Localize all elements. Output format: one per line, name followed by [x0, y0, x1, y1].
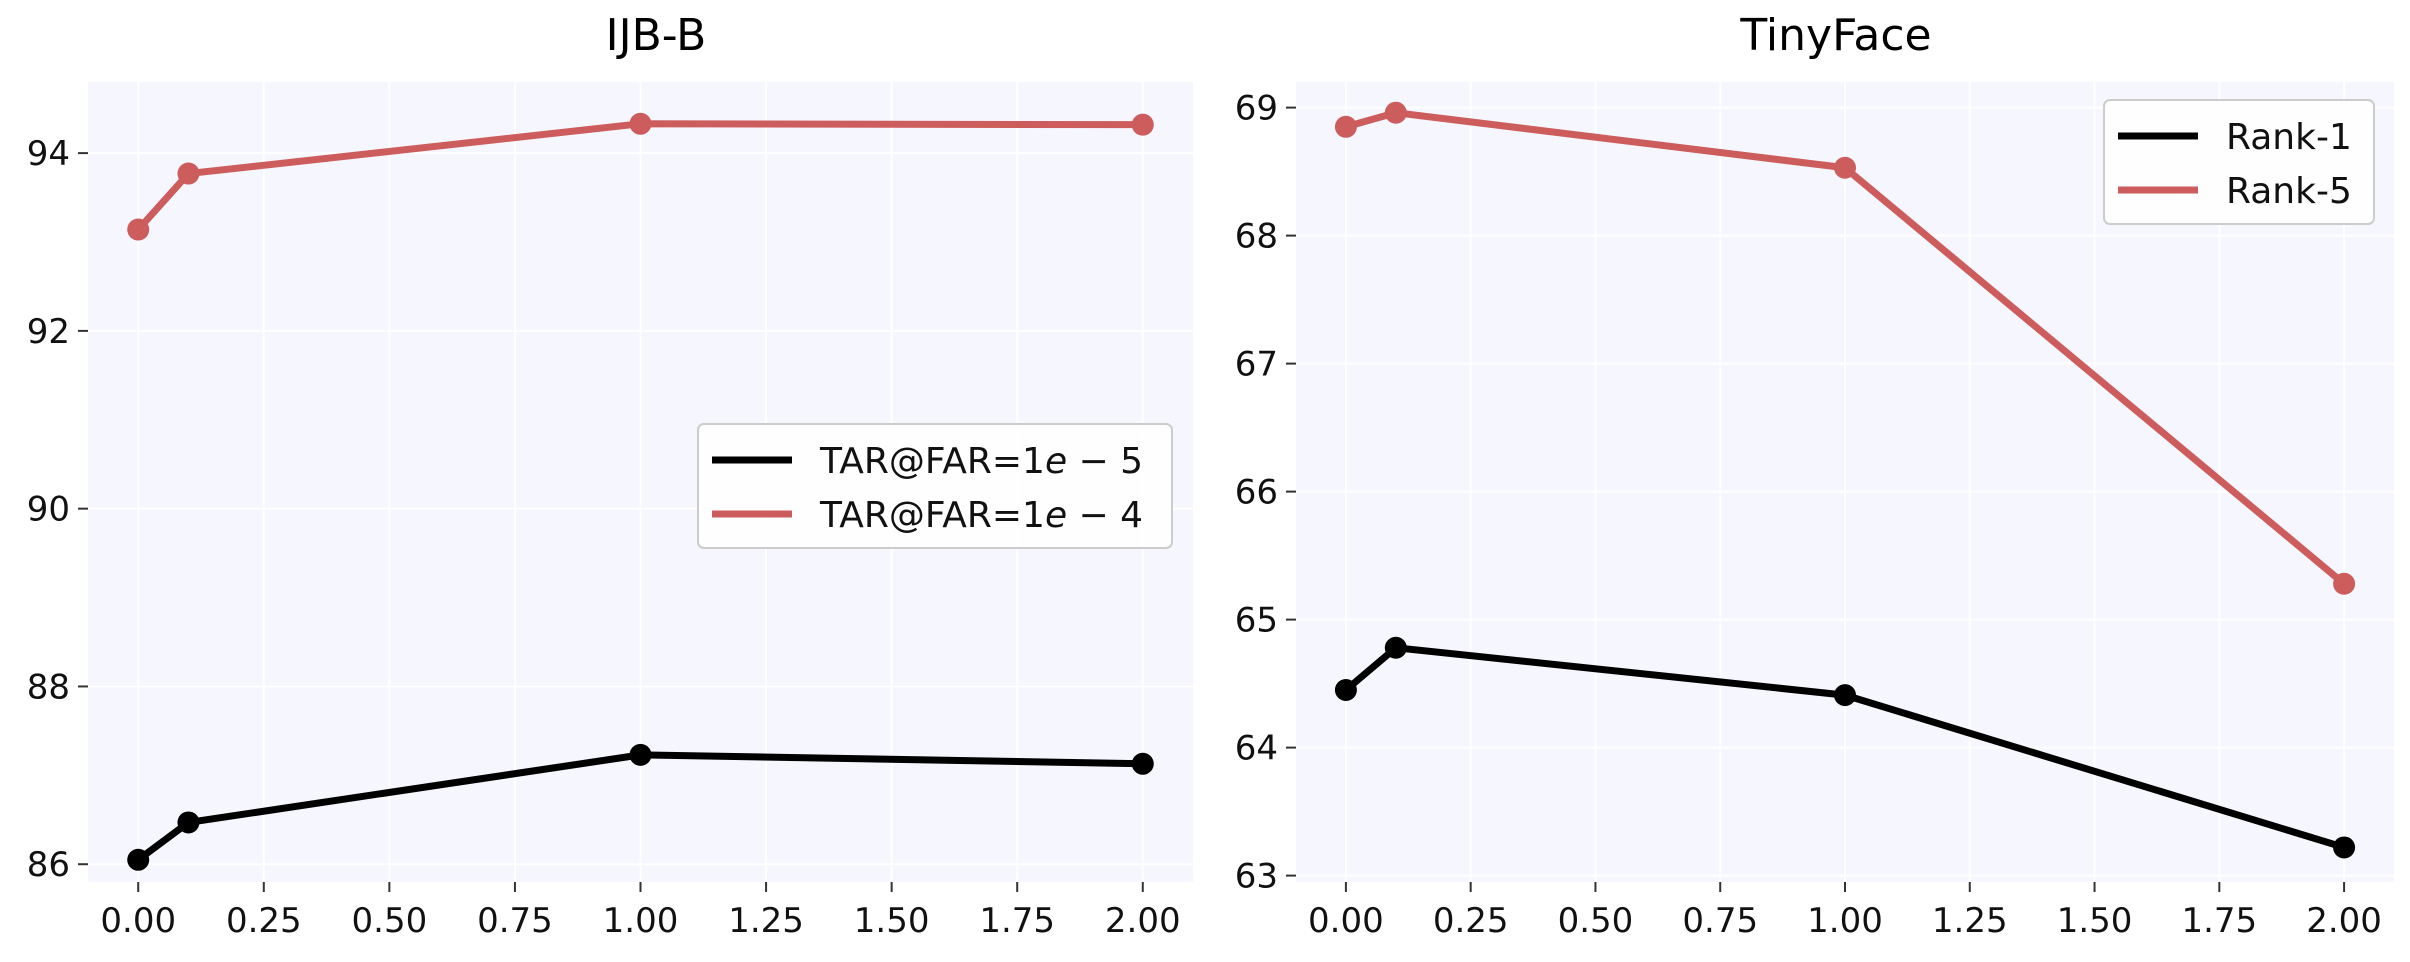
x-tick-label: 1.00: [1807, 901, 1883, 941]
data-point: [127, 848, 150, 871]
series-line: [135, 120, 1143, 232]
legend-label: Rank-1: [2226, 117, 2352, 158]
series-tar-far-1e-5: [127, 743, 1154, 871]
y-tick-label: 64: [1235, 729, 1278, 769]
data-point: [1131, 752, 1154, 775]
y-tick-label: 90: [27, 490, 70, 530]
y-tick-label: 63: [1235, 857, 1278, 897]
x-tick-label: 1.50: [854, 901, 930, 941]
x-tick-label: 0.25: [226, 901, 302, 941]
series-rank-1: [1334, 636, 2356, 859]
chart-panel-ijbb: IJB-B 0.00 0.25 0.50 0.75 1.00 1.25 1.50 1.75 2.…: [27, 10, 1193, 941]
data-point: [1131, 113, 1154, 136]
grid: [88, 82, 1193, 882]
data-point: [177, 811, 200, 834]
data-point: [127, 218, 150, 241]
y-tick-label: 68: [1235, 217, 1278, 257]
y-tick-label: 92: [27, 312, 70, 352]
x-tick-label: 0.75: [1682, 901, 1758, 941]
x-tick-label: 0.00: [1308, 901, 1384, 941]
x-tick-label: 1.75: [2181, 901, 2257, 941]
x-tick-label: 0.00: [100, 901, 176, 941]
chart-panel-tinyface: TinyFace 0.00 0.25 0.50 0.75 1.00 1.25 1.50 1.7…: [1235, 10, 2394, 941]
x-tick-label: 1.50: [2057, 901, 2133, 941]
ticks: 0.00 0.25 0.50 0.75 1.00 1.25 1.50 1.75 2.00 86 88…: [27, 134, 1181, 941]
x-tick-label: 0.75: [477, 901, 553, 941]
x-tick-label: 0.50: [1558, 901, 1634, 941]
x-tick-label: 1.25: [728, 901, 804, 941]
data-point: [1384, 101, 1407, 124]
legend-frame: [697, 423, 1173, 549]
x-tick-label: 1.75: [979, 901, 1055, 941]
chart-title: TinyFace: [1739, 10, 1931, 61]
legend: TAR@FAR=1e − 5 TAR@FAR=1e − 4: [697, 423, 1173, 549]
y-tick-label: 86: [27, 845, 70, 885]
x-tick-label: 2.00: [1105, 901, 1181, 941]
series-tar-far-1e-4: [127, 112, 1154, 241]
y-tick-label: 67: [1235, 345, 1278, 385]
legend-label: TAR@FAR=1e − 5: [819, 441, 1143, 482]
x-tick-label: 1.00: [603, 901, 679, 941]
legend-label: TAR@FAR=1e − 4: [819, 495, 1143, 536]
x-tick-label: 2.00: [2306, 901, 2382, 941]
data-point: [2333, 572, 2356, 595]
x-tick-label: 0.25: [1433, 901, 1509, 941]
y-tick-label: 88: [27, 667, 70, 707]
data-point: [1834, 156, 1856, 179]
x-tick-label: 1.25: [1932, 901, 2008, 941]
legend-label: Rank-5: [2226, 171, 2352, 212]
ticks: 0.00 0.25 0.50 0.75 1.00 1.25 1.50 1.75 2.00 63 64…: [1235, 89, 2382, 941]
series-rank-5: [1334, 101, 2356, 595]
data-point: [177, 162, 200, 185]
series-line: [1344, 109, 2347, 587]
data-point: [1384, 636, 1407, 659]
legend: Rank-1 Rank-5: [2103, 99, 2375, 225]
data-point: [629, 112, 652, 135]
y-tick-label: 65: [1235, 601, 1278, 641]
series-line: [1343, 644, 2346, 851]
data-point: [629, 743, 652, 766]
series-line: [136, 751, 1143, 863]
data-point: [1334, 679, 1357, 701]
y-tick-label: 94: [27, 134, 70, 174]
data-point: [1834, 684, 1856, 707]
y-tick-label: 69: [1235, 89, 1278, 129]
data-point: [1334, 115, 1357, 138]
y-tick-label: 66: [1235, 473, 1278, 513]
x-tick-label: 0.50: [352, 901, 428, 941]
data-point: [2333, 836, 2356, 859]
chart-title: IJB-B: [606, 10, 707, 61]
